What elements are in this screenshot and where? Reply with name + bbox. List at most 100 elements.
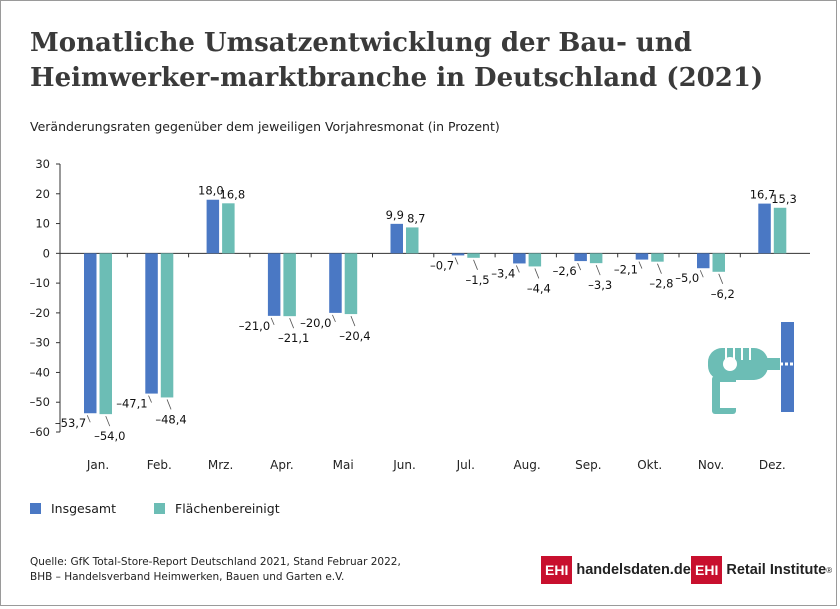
label-leader [699,270,704,278]
label-leader [332,314,336,323]
legend-swatch-flaechenbereinigt [154,503,165,514]
x-tick-label: Mrz. [208,458,233,472]
bar-insgesamt-6 [451,253,465,256]
label-leader [534,268,540,279]
bar-insgesamt-4 [329,253,342,313]
data-label: –20,4 [339,329,370,343]
data-label: –4,4 [527,281,551,295]
x-tick-label: Jun. [392,458,416,472]
y-tick-label: 20 [35,187,50,201]
label-leader [148,395,152,403]
legend-swatch-insgesamt [30,503,41,514]
chart-subtitle: Veränderungsraten gegenüber dem jeweilig… [30,119,500,134]
data-label: –5,0 [675,271,699,285]
data-label: 8,7 [407,211,425,225]
source-note: Quelle: GfK Total-Store-Report Deutschla… [30,555,401,585]
y-tick-label: –20 [30,306,50,320]
source-line-1: Quelle: GfK Total-Store-Report Deutschla… [30,556,401,568]
data-label: –2,6 [553,264,577,278]
source-line-2: BHB – Handelsverband Heimwerken, Bauen u… [30,571,345,583]
legend-item-insgesamt: Insgesamt [30,501,116,516]
x-tick-label: Okt. [637,458,662,472]
label-leader [166,399,172,410]
bar-insgesamt-7 [513,253,526,264]
y-tick-label: 0 [43,246,50,260]
data-label: 15,3 [771,192,797,206]
data-label: 16,7 [750,188,776,202]
data-label: –2,8 [649,277,673,291]
data-label: –3,3 [588,278,612,292]
y-tick-label: –30 [30,336,50,350]
x-tick-label: Nov. [698,458,724,472]
legend-label-flaechenbereinigt: Flächenbereinigt [175,501,280,516]
y-tick-label: 10 [35,217,50,231]
y-tick-label: –40 [30,365,50,379]
legend-label-insgesamt: Insgesamt [51,501,116,516]
x-tick-label: Dez. [759,458,786,472]
bar-insgesamt-3 [267,253,281,316]
label-leader [515,265,520,273]
data-label: –21,0 [239,319,270,333]
y-tick-label: –50 [30,395,50,409]
x-tick-label: Apr. [270,458,293,472]
bar-insgesamt-1 [145,253,158,394]
bar-flchenbereinigt-10 [712,253,725,272]
label-leader [638,261,643,269]
logo-handelsdaten-text: handelsdaten.de [576,562,691,578]
logo-registered-mark: ® [826,565,833,575]
data-label: –3,4 [491,266,515,280]
legend: Insgesamt Flächenbereinigt [30,501,318,516]
data-label: –1,5 [466,273,490,287]
bar-insgesamt-10 [697,253,710,269]
bar-flchenbereinigt-0 [99,253,112,415]
bar-flchenbereinigt-8 [589,253,603,264]
bar-insgesamt-8 [574,253,587,262]
data-label: –21,1 [278,331,309,345]
y-tick-label: 30 [35,157,50,171]
bar-insgesamt-0 [84,253,97,414]
data-label: –6,2 [711,287,735,301]
data-label: –2,1 [614,263,638,277]
bar-insgesamt-9 [635,253,649,260]
chart-title: Monatliche Umsatzentwicklung der Bau- un… [30,28,764,93]
x-tick-label: Feb. [147,458,172,472]
label-leader [105,415,111,427]
data-label: –47,1 [116,397,147,411]
bar-flchenbereinigt-3 [283,253,296,317]
bar-flchenbereinigt-9 [651,253,664,262]
label-leader [454,257,459,265]
y-tick-label: –60 [30,425,50,439]
data-label: 9,9 [386,208,404,222]
x-tick-label: Sep. [575,458,601,472]
label-leader [350,315,356,327]
data-label: –20,0 [300,316,331,330]
logo-ehi-box-right: EHI [691,556,723,584]
label-leader [270,317,275,326]
bar-flchenbereinigt-6 [467,253,480,258]
data-label: –54,0 [94,429,125,443]
y-tick-label: –10 [30,276,50,290]
data-label: –0,7 [430,258,454,272]
label-leader [86,415,91,423]
bar-flchenbereinigt-11 [773,207,787,254]
drill-icon [700,318,810,422]
data-label: 18,0 [198,184,224,198]
logo-retail-institute: EHI Retail Institute ® [691,556,832,584]
x-tick-label: Aug. [513,458,540,472]
logo-ehi-box-left: EHI [541,556,573,584]
legend-item-flaechenbereinigt: Flächenbereinigt [154,501,280,516]
x-tick-label: Jan. [86,458,109,472]
label-leader [473,259,478,270]
logo-retail-institute-text: Retail Institute [726,562,827,578]
bar-chart: 30 20 10 0 –10 –20 –30 –40 –50 –60 Jan. –53,7 –54,0 F… [30,157,810,472]
data-label: –48,4 [155,412,186,426]
bar-flchenbereinigt-4 [344,253,358,315]
bar-flchenbereinigt-1 [160,253,174,398]
bar-insgesamt-11 [758,203,771,254]
bar-insgesamt-2 [206,199,220,254]
label-leader [289,318,295,329]
label-leader [657,263,662,274]
bar-insgesamt-5 [390,223,403,254]
x-tick-label: Mai [333,458,354,472]
